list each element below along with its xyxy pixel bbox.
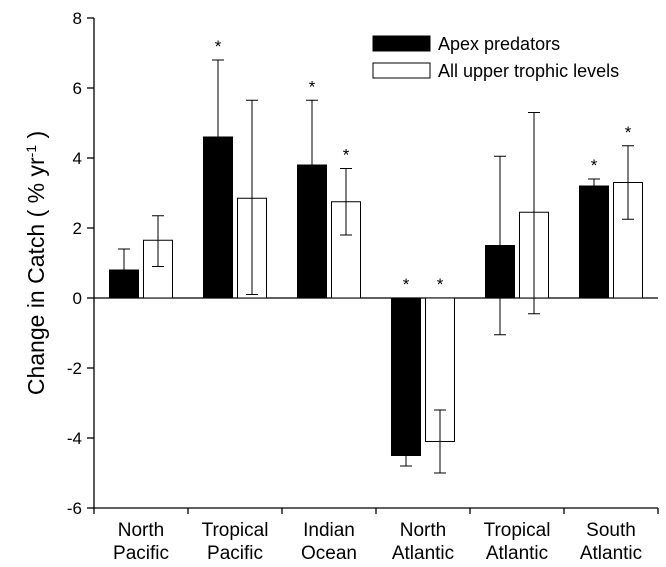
significance-star: *	[309, 77, 316, 96]
category-label: Indian	[303, 520, 355, 541]
legend-label-all: All upper trophic levels	[438, 61, 619, 81]
y-tick-label: 4	[73, 149, 82, 168]
y-tick-label: -4	[67, 429, 82, 448]
category-label: North	[118, 520, 164, 541]
bars	[109, 136, 643, 456]
y-tick-label: 8	[73, 9, 82, 28]
y-tick-label: 6	[73, 79, 82, 98]
category-label: Pacific	[113, 543, 169, 564]
category-label: Tropical	[484, 520, 551, 541]
category-label: North	[400, 520, 446, 541]
axes: -6 -4 -2 0 2 4 6 8	[67, 9, 659, 518]
significance-markers: * * * * * * *	[215, 37, 632, 294]
category-labels: NorthPacificTropicalPacificIndianOceanNo…	[113, 520, 642, 564]
significance-star: *	[625, 123, 632, 142]
y-tick-label: 0	[73, 289, 82, 308]
category-label: Ocean	[301, 543, 357, 564]
significance-star: *	[343, 146, 350, 165]
legend-swatch-apex	[372, 35, 431, 52]
category-label: Atlantic	[392, 543, 454, 564]
y-tick-label: -2	[67, 359, 82, 378]
category-label: Pacific	[207, 543, 263, 564]
significance-star: *	[403, 275, 410, 294]
category-label: Tropical	[202, 520, 269, 541]
significance-star: *	[591, 156, 598, 175]
category-label: South	[586, 520, 636, 541]
category-label: Atlantic	[580, 543, 642, 564]
y-tick-label: 2	[73, 219, 82, 238]
y-tick-label: -6	[67, 499, 82, 518]
legend-label-apex: Apex predators	[438, 34, 560, 54]
legend: Apex predators All upper trophic levels	[372, 34, 619, 81]
category-label: Atlantic	[486, 543, 548, 564]
significance-star: *	[437, 275, 444, 294]
legend-swatch-all	[372, 62, 431, 79]
significance-star: *	[215, 37, 222, 56]
y-axis-label: Change in Catch ( % yr-1 )	[23, 131, 49, 395]
error-bars	[118, 59, 634, 474]
y-axis-title: Change in Catch ( % yr-1 )	[23, 131, 49, 395]
